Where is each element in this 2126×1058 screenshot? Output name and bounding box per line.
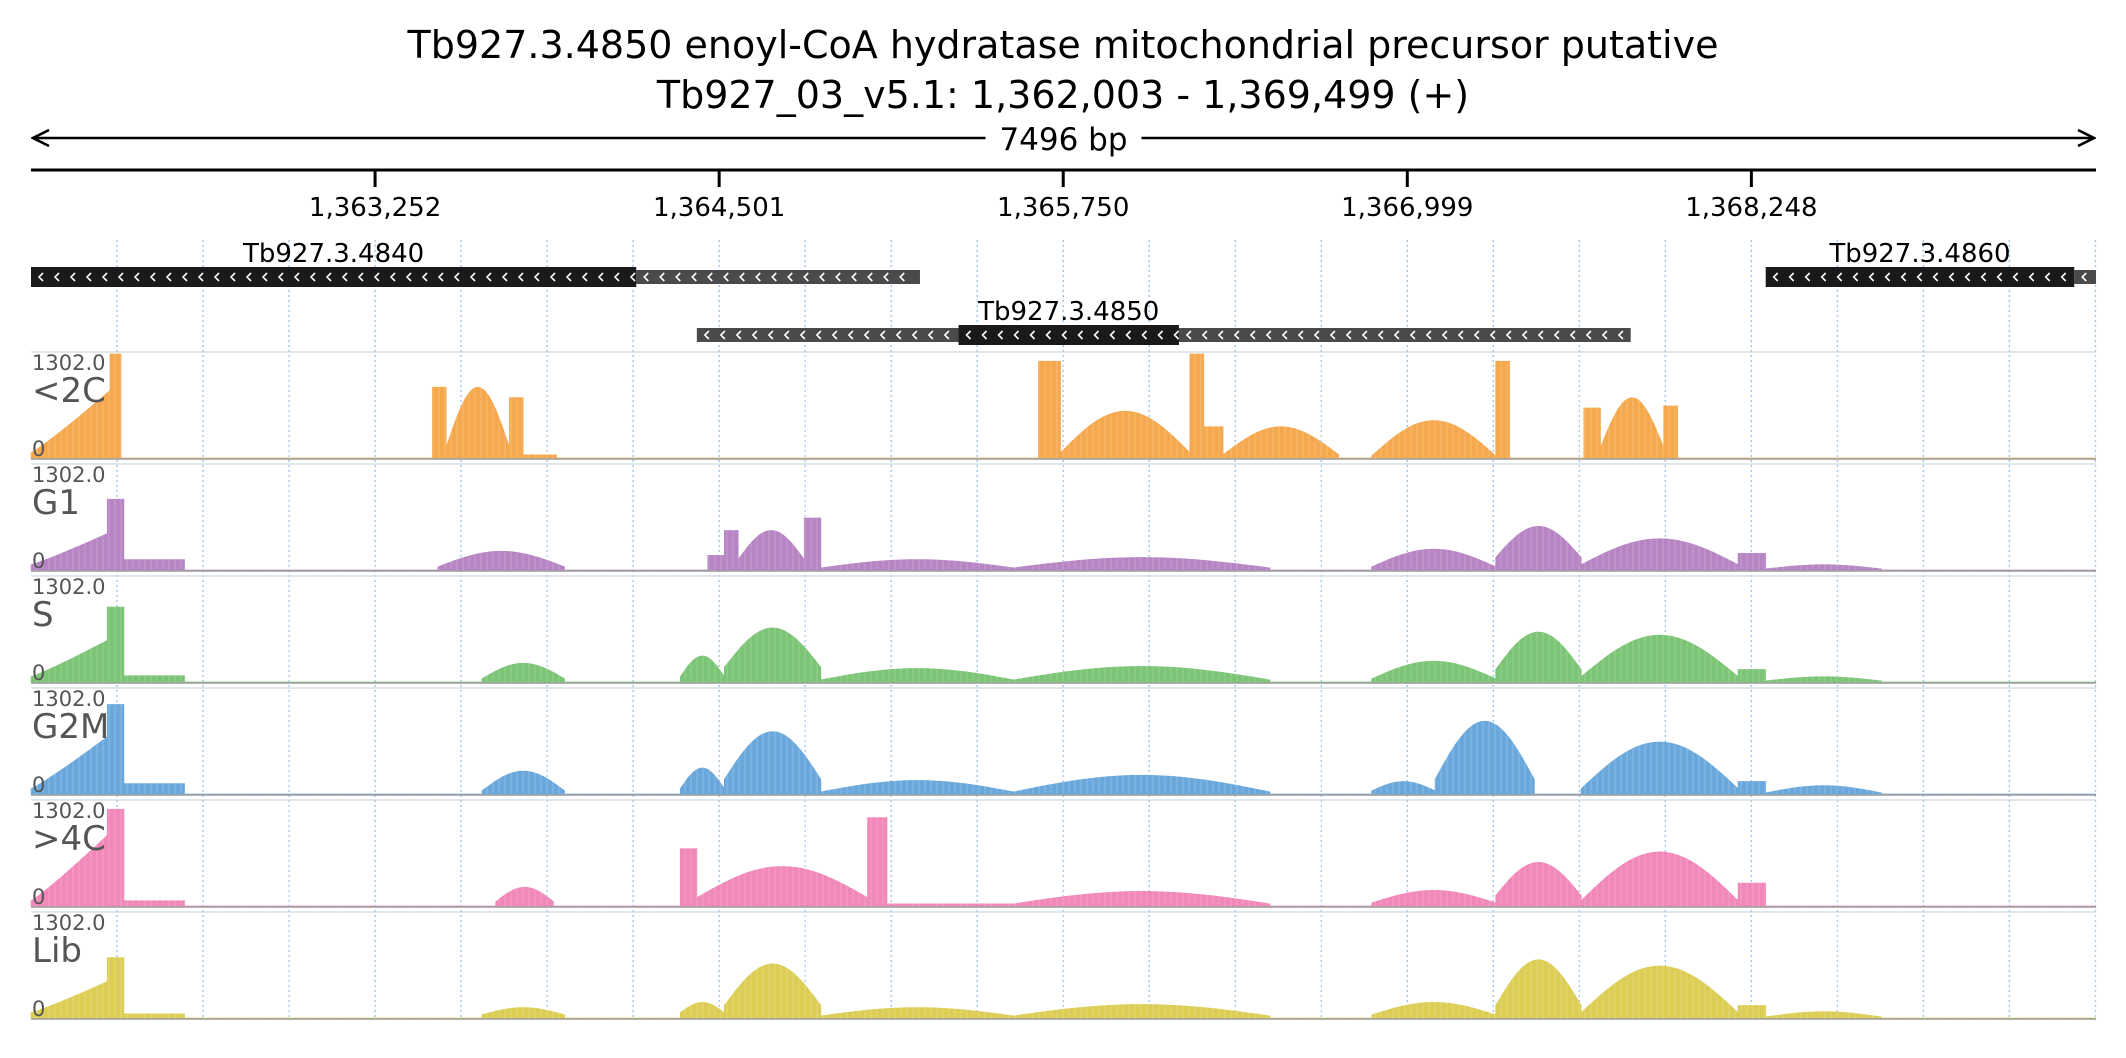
coverage-track: 1302.0>4C 0	[30, 799, 2096, 909]
coverage-track: 1302.0S 0	[30, 575, 2096, 685]
coverage-area	[30, 957, 2096, 1019]
strand-chevrons	[2081, 272, 2087, 282]
track-ymin-label: 0	[32, 773, 45, 797]
strand-chevrons	[1185, 330, 1624, 340]
track-ymax-label: 1302.0	[32, 687, 105, 711]
gene-model: Tb927.3.4850	[696, 297, 1631, 345]
track-ymin-label: 0	[32, 661, 45, 685]
track-ymax-label: 1302.0	[32, 799, 105, 823]
bin-stripes	[30, 464, 2096, 570]
ruler-tick-label: 1,363,252	[309, 193, 441, 223]
coverage-area	[30, 808, 2096, 907]
gene-label: Tb927.3.4840	[242, 239, 424, 269]
track-name-label: S	[32, 595, 54, 635]
track-ymin-label: 0	[32, 549, 45, 573]
strand-chevrons	[643, 272, 905, 282]
ruler-tick-label: 1,364,501	[653, 193, 785, 223]
gene-utr	[2074, 270, 2096, 284]
gene-model: Tb927.3.4860	[1765, 239, 2096, 287]
locus-subtitle: Tb927_03_v5.1: 1,362,003 - 1,369,499 (+)	[656, 73, 1470, 117]
track-name-label: G1	[32, 483, 80, 523]
track-name-label: G2M	[32, 707, 109, 747]
bin-stripes	[30, 352, 2096, 458]
gene-cds	[958, 325, 1179, 345]
coverage-track: 1302.0G1 0	[30, 463, 2096, 573]
gene-label: Tb927.3.4860	[1828, 239, 2010, 269]
gene-utr	[696, 328, 959, 342]
strand-chevrons	[1772, 272, 2067, 282]
track-ymin-label: 0	[32, 885, 45, 909]
ruler-tick-label: 1,368,248	[1685, 193, 1817, 223]
track-ymin-label: 0	[32, 437, 45, 461]
strand-chevrons	[703, 330, 950, 340]
track-ymax-label: 1302.0	[32, 911, 105, 935]
bin-stripes	[30, 576, 2096, 682]
gene-cds	[1765, 267, 2075, 287]
gene-utr	[636, 270, 920, 284]
gene-track: Tb927.3.4840 Tb927.3.4850 Tb927.3.4860	[31, 239, 2096, 345]
coverage-tracks: 1302.0<2C01302.0G101302.0S01302.0G2M0130…	[30, 351, 2096, 1021]
gene-cds	[31, 267, 637, 287]
coverage-track: 1302.0<2C 0	[30, 351, 2096, 461]
gene-utr	[1178, 328, 1631, 342]
track-ymin-label: 0	[32, 997, 45, 1021]
coverage-area	[30, 353, 2096, 459]
strand-chevrons	[37, 272, 636, 282]
track-name-label: >4C	[32, 819, 106, 859]
coverage-area	[30, 498, 2096, 571]
ruler-tick-label: 1,365,750	[997, 193, 1129, 223]
coordinate-ruler: 7496 bp 1,363,252 1,364,501 1,365,750 1,366,…	[31, 122, 2096, 223]
coverage-area	[30, 704, 2096, 795]
span-label: 7496 bp	[999, 122, 1127, 158]
track-name-label: <2C	[32, 371, 106, 411]
gene-label: Tb927.3.4850	[977, 297, 1159, 327]
bin-stripes	[30, 688, 2096, 794]
track-ymax-label: 1302.0	[32, 575, 105, 599]
track-name-label: Lib	[32, 931, 82, 971]
strand-chevrons	[965, 330, 1180, 340]
coverage-area	[30, 606, 2096, 683]
track-ymax-label: 1302.0	[32, 351, 105, 375]
track-ymax-label: 1302.0	[32, 463, 105, 487]
bin-stripes	[30, 800, 2096, 906]
chart-title: Tb927.3.4850 enoyl-CoA hydratase mitocho…	[407, 23, 1719, 67]
bin-stripes	[30, 912, 2096, 1018]
gene-model: Tb927.3.4840	[31, 239, 920, 287]
ruler-tick-label: 1,366,999	[1341, 193, 1473, 223]
